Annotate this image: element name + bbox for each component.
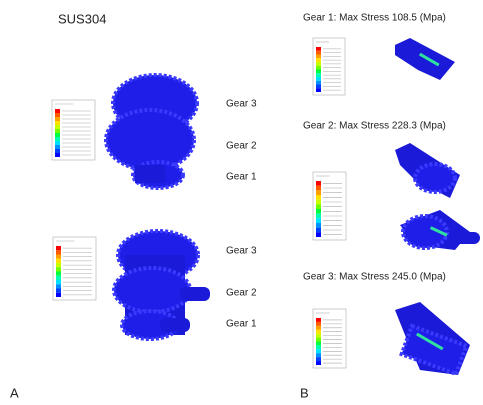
legend-swatch <box>56 272 61 276</box>
legend-swatch <box>316 51 321 55</box>
legend-swatch <box>316 326 321 330</box>
gear-label: Gear 1 <box>226 172 257 183</box>
gear-label: Gear 3 <box>226 246 257 257</box>
legend-swatch <box>56 246 61 250</box>
legend-swatch <box>316 58 321 62</box>
legend-swatch <box>316 232 321 237</box>
legend-swatch <box>316 81 321 85</box>
legend-swatch <box>56 284 61 288</box>
legend-swatch <box>55 141 60 145</box>
legend-swatch <box>316 47 321 51</box>
gear-label: Gear 1 <box>226 319 257 330</box>
gear-model <box>395 302 470 375</box>
figure: SUS304 Gear 3 Gear 2 Gear 1 Gear 3 Gear … <box>0 0 483 405</box>
legend-swatch <box>56 259 61 263</box>
legend-swatch <box>316 349 321 353</box>
gear-model <box>106 75 197 188</box>
legend-swatch <box>55 145 60 149</box>
caption: Gear 2: Max Stress 228.3 (Mpa) <box>303 121 446 132</box>
legend-swatch <box>316 190 321 195</box>
legend-swatch <box>316 345 321 349</box>
gear-model <box>114 231 210 339</box>
legend-swatch <box>316 186 321 191</box>
gear-model <box>395 38 455 80</box>
legend-swatch <box>316 353 321 357</box>
legend-swatch <box>316 357 321 361</box>
gear-label: Gear 2 <box>226 288 257 299</box>
legend-swatch <box>316 77 321 81</box>
caption: Gear 1: Max Stress 108.5 (Mpa) <box>303 13 446 24</box>
gear-model <box>395 143 480 250</box>
legend-swatch <box>56 263 61 267</box>
legend-swatch <box>55 125 60 129</box>
legend-swatch <box>316 85 321 89</box>
legend-swatch <box>56 276 61 280</box>
panel-label: B <box>300 385 309 400</box>
legend-swatch <box>56 289 61 293</box>
legend-swatch <box>316 181 321 186</box>
legend-swatch <box>316 342 321 346</box>
legend-swatch <box>316 209 321 214</box>
legend-swatch <box>55 109 60 113</box>
legend-swatch <box>55 129 60 133</box>
legend-swatch <box>316 318 321 322</box>
legend-swatch <box>316 322 321 326</box>
legend-swatch <box>55 133 60 137</box>
legend-swatch <box>55 149 60 153</box>
legend-swatch <box>316 218 321 223</box>
caption: Gear 3: Max Stress 245.0 (Mpa) <box>303 272 446 283</box>
legends <box>52 38 346 368</box>
legend-swatch <box>316 204 321 209</box>
legend-swatch <box>56 267 61 271</box>
legend-swatch <box>316 361 321 365</box>
legend-swatch <box>316 334 321 338</box>
legend-swatch <box>316 200 321 205</box>
legend-swatch <box>316 338 321 342</box>
gear-label: Gear 2 <box>226 141 257 152</box>
legend-swatch <box>316 55 321 59</box>
legend-swatch <box>316 195 321 200</box>
legend-swatch <box>316 228 321 233</box>
legend-swatch <box>316 66 321 70</box>
legend-swatch <box>316 88 321 92</box>
legend-swatch <box>316 70 321 74</box>
legend-swatch <box>316 73 321 77</box>
legend-swatch <box>55 137 60 141</box>
legend-swatch <box>55 113 60 117</box>
legend-swatch <box>56 255 61 259</box>
legend-swatch <box>56 250 61 254</box>
legend-swatch <box>316 62 321 66</box>
legend-swatch <box>56 293 61 297</box>
legend-swatch <box>55 121 60 125</box>
legend-swatch <box>55 117 60 121</box>
legend-swatch <box>316 214 321 219</box>
legend-swatch <box>56 280 61 284</box>
legend-swatch <box>55 153 60 157</box>
gear-label: Gear 3 <box>226 99 257 110</box>
legend-swatch <box>316 223 321 228</box>
panel-title: SUS304 <box>58 11 106 26</box>
panel-label: A <box>10 385 19 400</box>
legend-swatch <box>316 330 321 334</box>
